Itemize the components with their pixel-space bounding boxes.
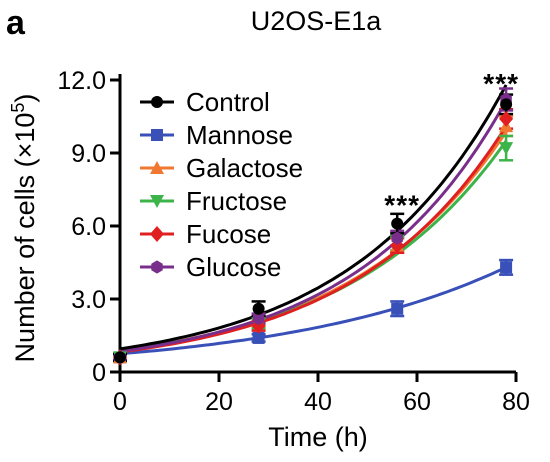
point-control — [500, 98, 513, 111]
curve-control — [119, 84, 508, 351]
legend-marker-control — [151, 96, 163, 108]
point-control — [114, 351, 126, 364]
y-axis-label: Number of cells (×105) — [8, 94, 40, 363]
point-control — [252, 302, 265, 315]
x-tick-label: 20 — [205, 388, 233, 416]
legend-label-glucose: Glucose — [186, 252, 281, 282]
legend-marker-glucose — [151, 260, 163, 274]
x-tick-label: 40 — [304, 388, 332, 416]
point-fucose — [499, 110, 514, 127]
point-fructose — [499, 142, 514, 156]
legend-marker-galactose — [150, 161, 164, 174]
x-tick-label: 80 — [502, 388, 530, 416]
curve-fucose — [119, 125, 508, 354]
legend-marker-fructose — [150, 195, 164, 208]
legend-label-control: Control — [186, 87, 270, 117]
y-tick-label: 6.0 — [71, 213, 106, 241]
point-mannose — [391, 302, 404, 315]
annotations: *** *** — [384, 68, 519, 221]
legend-label-fucose: Fucose — [186, 219, 271, 249]
data-markers — [113, 92, 514, 366]
point-glucose — [252, 311, 265, 326]
axes: 0 3.0 6.0 9.0 12.0 0 20 40 60 80 — [57, 67, 530, 416]
point-control — [391, 217, 404, 230]
x-tick-label: 60 — [403, 388, 431, 416]
error-bars — [113, 87, 514, 363]
legend-label-mannose: Mannose — [186, 120, 293, 150]
y-tick-label: 0 — [92, 359, 106, 387]
x-axis-label: Time (h) — [268, 422, 368, 452]
y-tick-label: 3.0 — [71, 286, 106, 314]
legend-label-fructose: Fructose — [186, 186, 287, 216]
point-mannose — [500, 261, 513, 274]
chart-title: U2OS-E1a — [251, 6, 383, 36]
y-axis-label-sup: 5 — [8, 103, 28, 113]
significance-annotation: *** — [384, 190, 420, 221]
point-mannose — [252, 331, 265, 344]
y-axis-label-main: Number of cells (×10 — [10, 113, 40, 363]
legend-label-galactose: Galactose — [186, 153, 303, 183]
y-axis-label-close: ) — [10, 94, 40, 103]
panel-label: a — [6, 4, 26, 42]
y-tick-label: 9.0 — [71, 140, 106, 168]
legend-marker-mannose — [151, 129, 163, 141]
curve-fructose — [119, 140, 508, 353]
y-tick-label: 12.0 — [57, 67, 106, 95]
curve-glucose — [119, 99, 508, 353]
legend-marker-fucose — [150, 226, 164, 242]
legend: ControlMannoseGalactoseFructoseFucoseGlu… — [140, 87, 303, 282]
significance-annotation: *** — [483, 68, 519, 99]
point-glucose — [391, 231, 403, 245]
fit-curves — [119, 84, 508, 356]
x-tick-label: 0 — [113, 388, 127, 416]
curve-mannose — [119, 265, 507, 356]
curve-galactose — [119, 130, 508, 353]
